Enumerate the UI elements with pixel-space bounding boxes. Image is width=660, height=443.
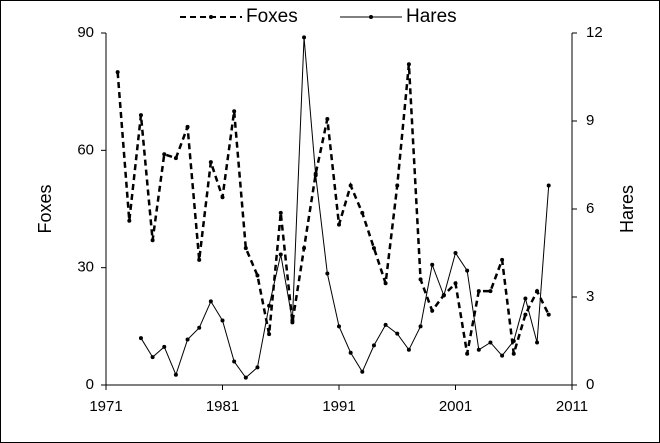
point — [360, 210, 365, 215]
point — [406, 62, 411, 67]
legend-marker — [369, 15, 373, 19]
point — [453, 281, 458, 286]
point — [546, 183, 551, 188]
y-tick-label: 90 — [77, 24, 94, 41]
point — [185, 337, 190, 342]
x-tick-label: 2001 — [439, 398, 472, 415]
point — [488, 289, 493, 294]
point — [255, 273, 260, 278]
point — [523, 312, 528, 317]
point — [500, 353, 505, 358]
y-axis-title: Foxes — [35, 184, 55, 233]
point — [546, 312, 551, 317]
point — [488, 340, 493, 345]
point — [173, 372, 178, 377]
point — [127, 218, 132, 223]
point — [208, 299, 213, 304]
point — [278, 210, 283, 215]
y2-axis-title: Hares — [617, 185, 637, 233]
point — [337, 222, 341, 227]
legend-label: Foxes — [246, 6, 298, 27]
point — [162, 152, 167, 157]
point — [418, 277, 423, 282]
y-tick-label: 0 — [86, 376, 94, 393]
point — [138, 336, 143, 341]
point — [278, 252, 283, 257]
point — [197, 257, 202, 262]
point — [325, 271, 330, 276]
y-tick-label: 30 — [77, 259, 94, 276]
y2-tick-label: 3 — [586, 288, 594, 305]
point — [523, 296, 528, 301]
point — [185, 124, 190, 129]
point — [197, 325, 202, 330]
legend-marker — [209, 15, 213, 19]
point — [243, 375, 248, 380]
point — [395, 183, 400, 188]
point — [476, 289, 481, 294]
y2-tick-label: 6 — [586, 200, 594, 217]
point — [115, 70, 120, 75]
point — [138, 113, 143, 118]
point — [313, 173, 318, 178]
point — [500, 257, 505, 262]
point — [465, 268, 470, 273]
point — [150, 238, 155, 243]
point — [337, 324, 341, 329]
point — [302, 35, 307, 40]
point — [430, 308, 435, 313]
y2-tick-label: 9 — [586, 112, 594, 129]
point — [173, 156, 178, 161]
point — [162, 344, 167, 349]
point — [535, 289, 540, 294]
point — [465, 351, 470, 356]
point — [476, 347, 481, 352]
point — [418, 324, 423, 329]
point — [383, 281, 388, 286]
point — [511, 339, 516, 343]
y2-tick-label: 12 — [586, 24, 603, 41]
point — [255, 365, 260, 370]
point — [430, 262, 435, 267]
legend-label: Hares — [406, 6, 457, 27]
point — [232, 109, 237, 114]
point — [453, 251, 458, 255]
point — [208, 160, 213, 165]
point — [150, 355, 155, 360]
point — [220, 318, 225, 323]
point — [511, 351, 516, 356]
series-line — [140, 37, 550, 379]
point — [406, 347, 411, 352]
x-tick-label: 2011 — [556, 398, 588, 415]
y-tick-label: 60 — [77, 141, 94, 158]
point — [348, 350, 353, 355]
x-tick-label: 1991 — [322, 398, 355, 415]
y2-tick-label: 0 — [586, 376, 594, 393]
point — [267, 332, 272, 337]
point — [360, 369, 365, 374]
point — [371, 343, 376, 348]
point — [535, 340, 540, 345]
point — [395, 331, 400, 336]
point — [302, 246, 307, 251]
point — [220, 195, 225, 200]
point — [267, 303, 272, 308]
point — [441, 293, 446, 298]
point — [325, 117, 330, 122]
point — [383, 322, 388, 327]
point — [348, 183, 353, 188]
point — [290, 318, 295, 323]
point — [232, 359, 237, 364]
x-tick-label: 1981 — [206, 398, 239, 415]
series-line — [116, 64, 550, 355]
point — [243, 246, 248, 251]
point — [371, 246, 376, 251]
x-tick-label: 1971 — [89, 398, 122, 415]
